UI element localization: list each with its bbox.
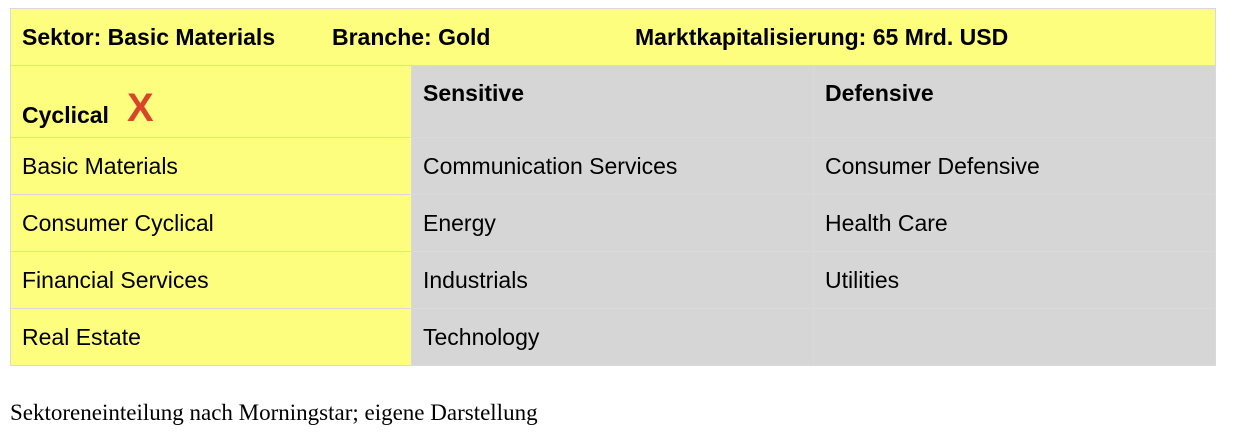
header-cell: Sektor: Basic Materials Branche: Gold Mark… — [10, 8, 1216, 66]
table-row: Financial Services Industrials Utilities — [10, 251, 1216, 309]
defensive-cell: Utilities — [813, 251, 1216, 309]
cyclical-cell: Financial Services — [10, 251, 412, 309]
sensitive-cell: Industrials — [411, 251, 814, 309]
group-defensive-cell: Defensive — [813, 65, 1216, 138]
sensitive-cell: Technology — [411, 308, 814, 366]
group-sensitive-cell: Sensitive — [411, 65, 814, 138]
group-cyclical-cell: Cyclical X — [10, 65, 412, 138]
group-cyclical-label: Cyclical — [22, 102, 109, 128]
sensitive-cell: Energy — [411, 194, 814, 252]
group-header-row: Cyclical X Sensitive Defensive — [10, 65, 1216, 138]
cyclical-cell: Consumer Cyclical — [10, 194, 412, 252]
table-row: Consumer Cyclical Energy Health Care — [10, 194, 1216, 252]
defensive-cell: Health Care — [813, 194, 1216, 252]
table-row: Real Estate Technology — [10, 308, 1216, 366]
sector-label: Sektor: Basic Materials — [22, 23, 276, 50]
market-cap-label: Marktkapitalisierung: 65 Mrd. USD — [635, 23, 1009, 50]
defensive-cell: Consumer Defensive — [813, 137, 1216, 195]
table-header-row: Sektor: Basic Materials Branche: Gold Mark… — [10, 8, 1216, 66]
cyclical-cell: Real Estate — [10, 308, 412, 366]
cyclical-x-mark: X — [126, 86, 154, 130]
group-defensive-label: Defensive — [825, 80, 934, 106]
figure-caption: Sektoreneinteilung nach Morningstar; eig… — [10, 400, 538, 425]
cyclical-cell: Basic Materials — [10, 137, 412, 195]
table-row: Basic Materials Communication Services C… — [10, 137, 1216, 195]
sector-table: Sektor: Basic Materials Branche: Gold Mark… — [10, 8, 1216, 366]
defensive-cell — [813, 308, 1216, 366]
sensitive-cell: Communication Services — [411, 137, 814, 195]
group-sensitive-label: Sensitive — [423, 80, 524, 106]
branche-label: Branche: Gold — [332, 23, 491, 50]
